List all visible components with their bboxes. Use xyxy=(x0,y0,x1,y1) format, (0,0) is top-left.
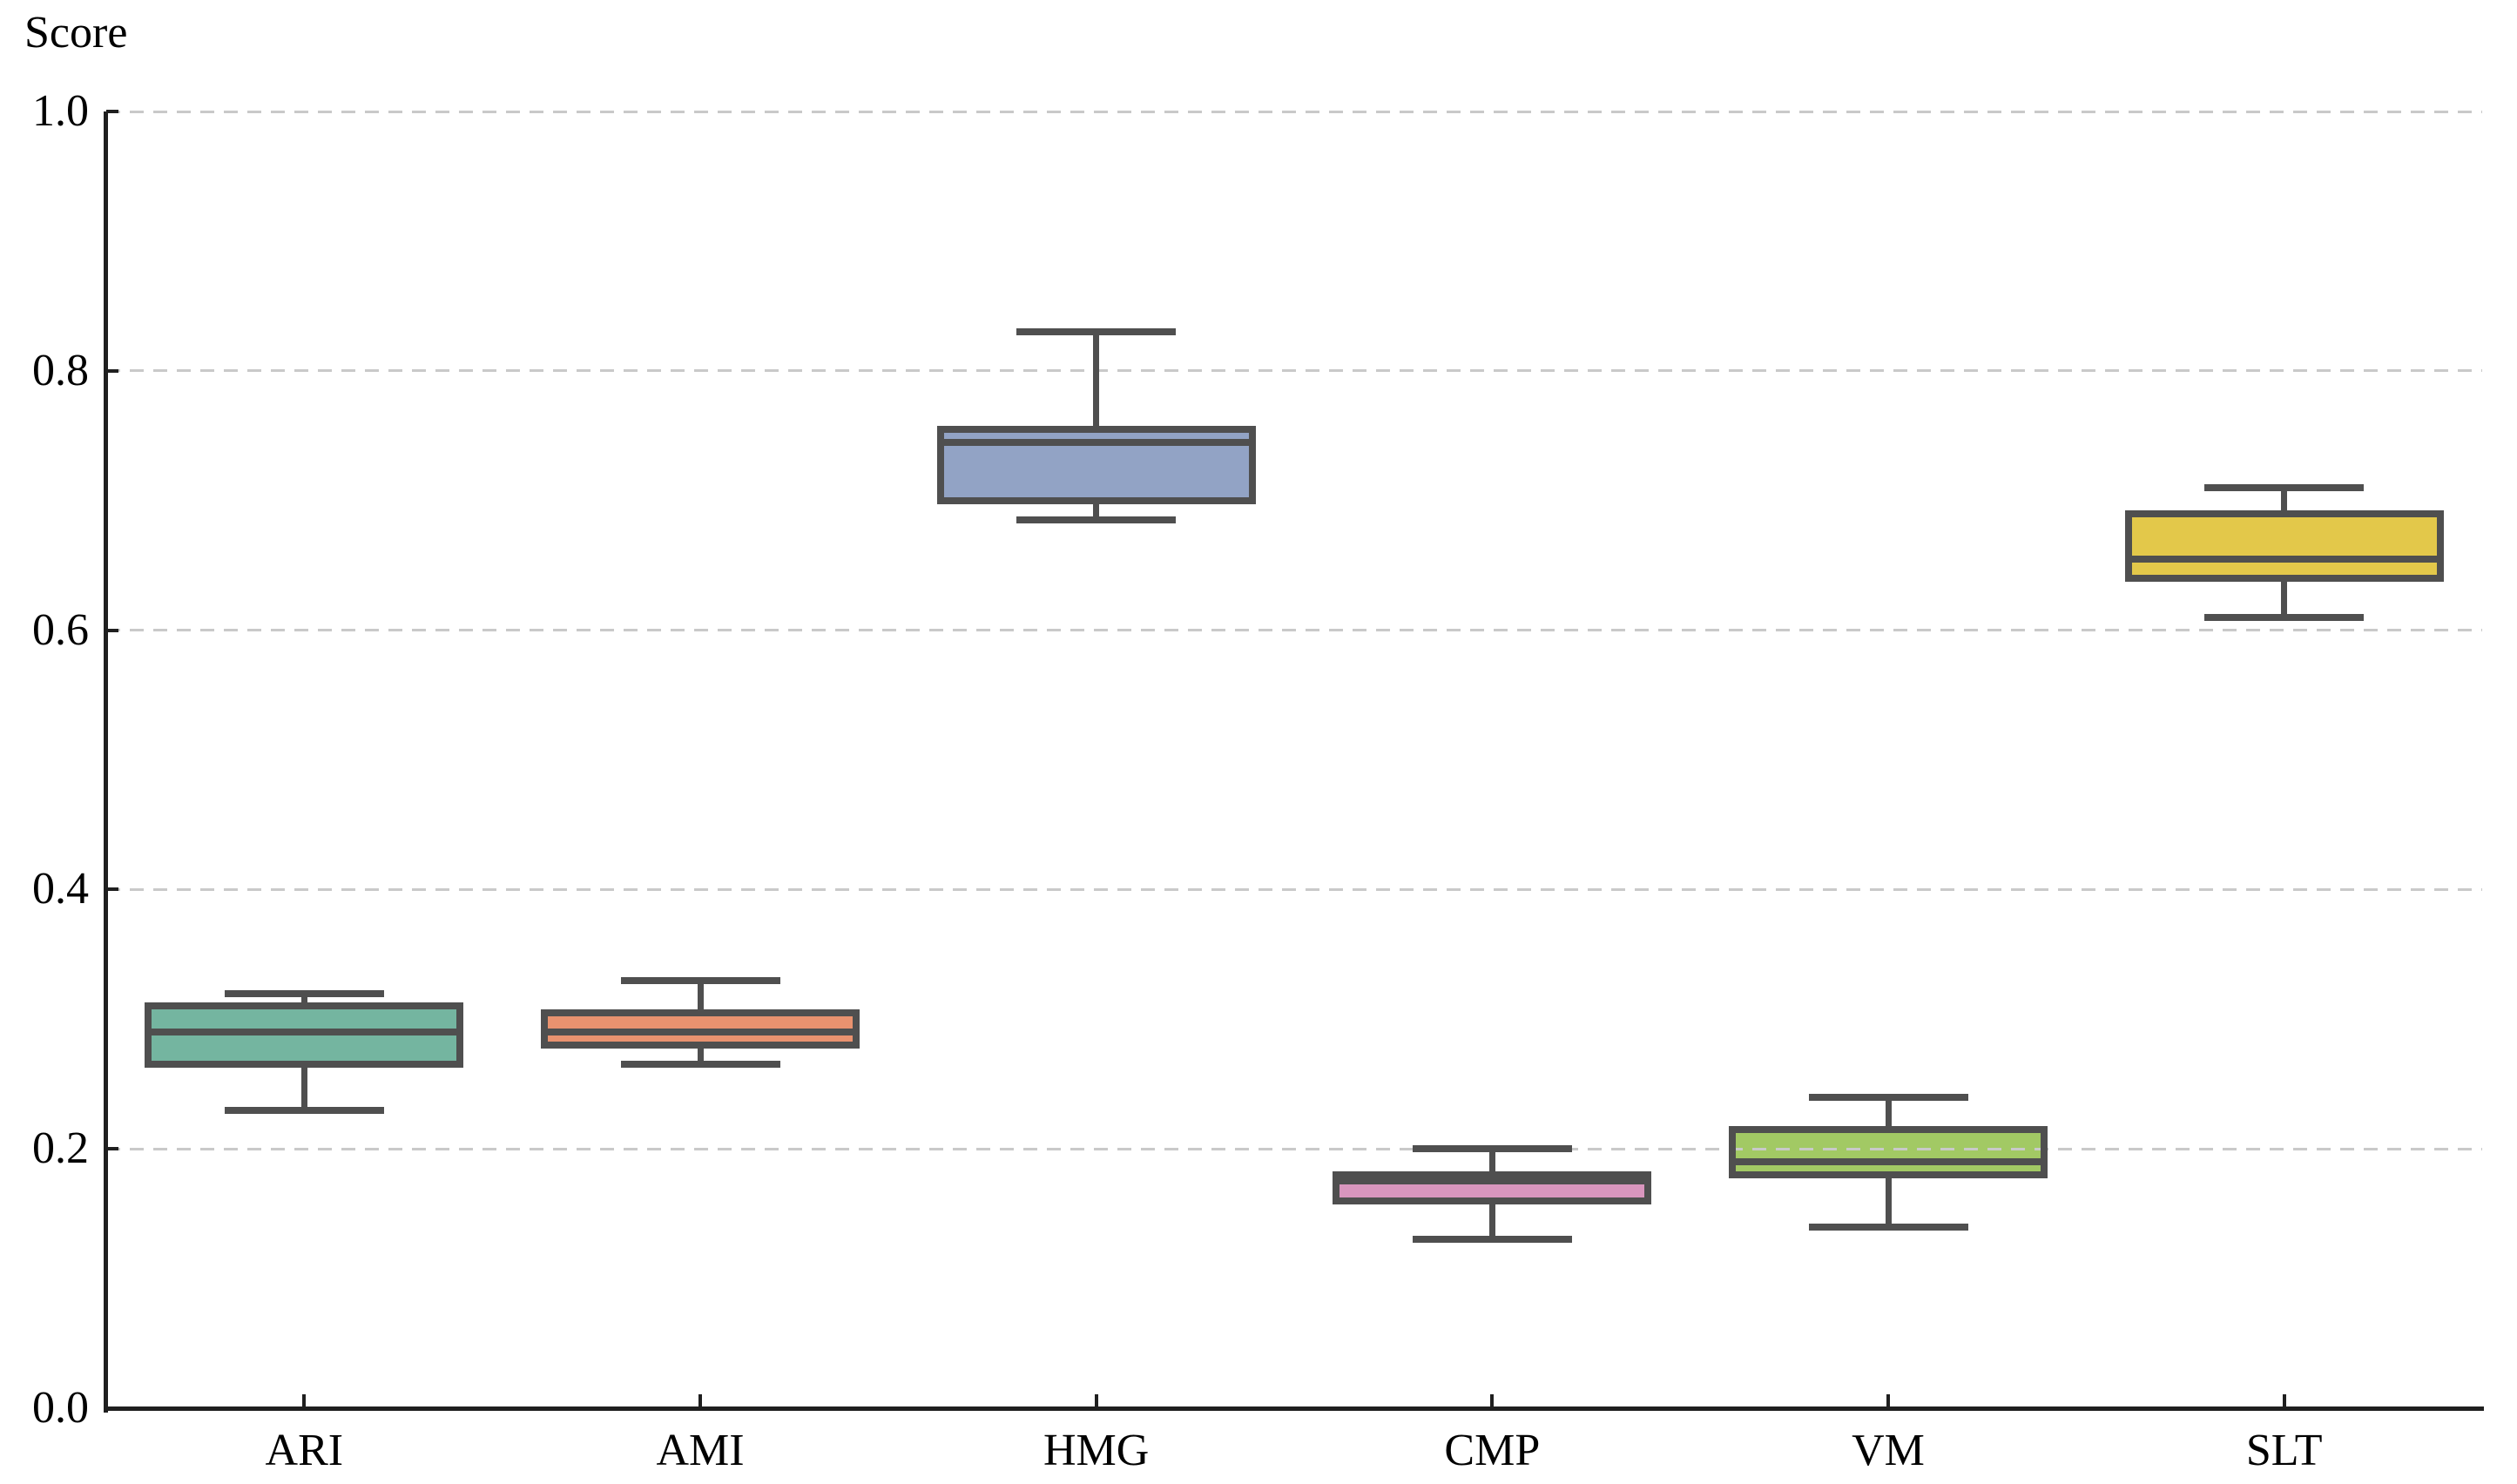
y-axis-title: Score xyxy=(24,8,128,57)
median-vm xyxy=(1736,1158,2041,1166)
y-tick-label: 0.2 xyxy=(32,1123,89,1174)
y-tick-label: 0.8 xyxy=(32,345,89,395)
x-tick-mark-hmg xyxy=(1094,1393,1098,1406)
x-tick-mark-ari xyxy=(302,1393,307,1406)
whisker-cap-bottom-slt xyxy=(2204,613,2365,621)
y-tick-mark xyxy=(106,368,118,373)
box-cmp xyxy=(1333,1170,1652,1204)
x-category-label-ari: ARI xyxy=(265,1426,344,1475)
whisker-lower-cmp xyxy=(1488,1200,1495,1240)
whisker-upper-ari xyxy=(300,993,307,1007)
whisker-cap-bottom-hmg xyxy=(1016,516,1177,524)
whisker-cap-top-ari xyxy=(224,989,384,997)
whisker-upper-vm xyxy=(1885,1096,1892,1130)
median-ari xyxy=(152,1029,457,1036)
y-tick-mark xyxy=(106,110,118,113)
whisker-upper-cmp xyxy=(1488,1149,1495,1175)
y-tick-mark xyxy=(106,887,118,892)
whisker-lower-hmg xyxy=(1093,500,1100,521)
y-axis-spine xyxy=(103,111,108,1413)
whisker-cap-bottom-cmp xyxy=(1412,1236,1572,1244)
box-slt xyxy=(2124,509,2444,583)
box-ami xyxy=(541,1008,860,1049)
box-fill-slt xyxy=(2124,509,2444,583)
x-category-label-ami: AMI xyxy=(656,1426,745,1475)
x-category-label-slt: SLT xyxy=(2245,1426,2323,1475)
y-tick-label: 1.0 xyxy=(32,86,89,136)
y-gridline xyxy=(106,369,2482,373)
x-tick-mark-slt xyxy=(2282,1393,2286,1406)
median-slt xyxy=(2131,555,2437,563)
x-axis-spine xyxy=(103,1406,2484,1411)
whisker-lower-ari xyxy=(300,1064,307,1110)
box-vm xyxy=(1729,1125,2048,1178)
box-ari xyxy=(145,1002,464,1069)
y-tick-label: 0.4 xyxy=(32,864,89,914)
whisker-cap-top-hmg xyxy=(1016,328,1177,336)
y-gridline xyxy=(106,887,2482,891)
whisker-cap-top-slt xyxy=(2204,483,2365,491)
median-ami xyxy=(548,1029,853,1036)
whisker-upper-hmg xyxy=(1093,332,1100,429)
median-cmp xyxy=(1339,1177,1645,1185)
x-category-label-vm: VM xyxy=(1852,1426,1925,1475)
whisker-cap-bottom-ari xyxy=(224,1106,384,1114)
x-tick-mark-cmp xyxy=(1490,1393,1495,1406)
x-category-label-cmp: CMP xyxy=(1444,1426,1541,1475)
box-fill-vm xyxy=(1729,1125,2048,1178)
whisker-upper-ami xyxy=(697,980,704,1013)
whisker-cap-bottom-ami xyxy=(620,1061,780,1069)
y-tick-mark xyxy=(106,1147,118,1151)
y-tick-label: 0.6 xyxy=(32,604,89,655)
whisker-lower-vm xyxy=(1885,1174,1892,1227)
whisker-lower-slt xyxy=(2281,578,2288,617)
whisker-lower-ami xyxy=(697,1045,704,1065)
whisker-cap-bottom-vm xyxy=(1808,1223,1968,1231)
x-category-label-hmg: HMG xyxy=(1043,1426,1150,1475)
y-tick-label: 0.0 xyxy=(32,1383,89,1433)
y-gridline xyxy=(106,110,2482,113)
median-hmg xyxy=(943,438,1249,446)
whisker-cap-top-vm xyxy=(1808,1093,1968,1101)
box-hmg xyxy=(936,425,1256,504)
whisker-cap-top-ami xyxy=(620,976,780,984)
whisker-cap-top-cmp xyxy=(1412,1145,1572,1153)
y-gridline xyxy=(106,1147,2482,1150)
x-tick-mark-ami xyxy=(698,1393,702,1406)
y-gridline xyxy=(106,629,2482,632)
x-tick-mark-vm xyxy=(1886,1393,1890,1406)
whisker-upper-slt xyxy=(2281,487,2288,514)
y-tick-mark xyxy=(106,628,118,632)
